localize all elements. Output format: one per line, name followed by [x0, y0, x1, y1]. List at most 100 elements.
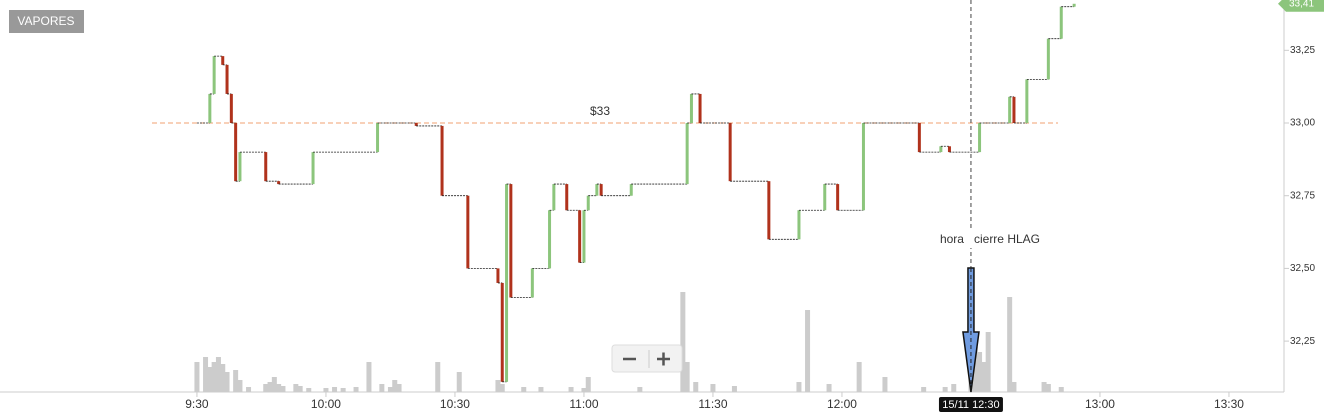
step-bar: [229, 93, 233, 124]
step-bar: [277, 181, 281, 185]
crosshair-label-bg: [938, 397, 1003, 412]
volume-bar: [207, 367, 213, 392]
volume-bar: [538, 387, 544, 392]
step-bar: [565, 184, 569, 211]
step-bar: [917, 123, 921, 153]
volume-bar: [585, 377, 591, 392]
step-bar: [496, 268, 500, 283]
volume-bar: [581, 388, 587, 392]
volume-bar: [921, 387, 927, 392]
step-bar: [767, 181, 771, 240]
step-bar: [376, 123, 380, 153]
x-tick-label: 13:00: [1085, 397, 1115, 411]
volume-bar: [972, 347, 978, 392]
step-bar: [1072, 3, 1076, 7]
x-tick-label: 9:30: [185, 397, 209, 411]
volume-bar: [233, 370, 239, 392]
volume-bar: [731, 386, 737, 392]
step-bar: [238, 152, 242, 182]
step-bar: [221, 56, 225, 65]
volume-bar: [271, 377, 277, 392]
volume-bar: [237, 380, 243, 392]
y-tick-label: 33,00: [1290, 118, 1315, 129]
volume-bar: [332, 387, 338, 392]
volume-bar: [1007, 297, 1013, 392]
volume-bar: [684, 362, 690, 392]
step-bar: [728, 123, 732, 182]
last-price-tag: [1278, 0, 1324, 12]
step-bar: [311, 152, 315, 185]
step-bar: [234, 123, 238, 182]
volume-bar: [1041, 382, 1047, 392]
last-price-label: 33,41: [1289, 0, 1314, 9]
step-bar: [264, 152, 268, 182]
volume-bar: [267, 382, 273, 392]
step-bar: [1008, 96, 1012, 124]
volume-bar: [379, 384, 385, 392]
step-bar: [586, 195, 590, 211]
step-bar: [500, 282, 504, 382]
crosshair-label: 15/11 12:30: [942, 399, 999, 411]
step-bar: [797, 210, 801, 240]
step-bar: [466, 195, 470, 269]
volume-bar: [340, 388, 346, 392]
step-bar: [440, 125, 444, 196]
step-bar: [861, 123, 865, 211]
step-bar: [212, 56, 216, 94]
zoom-bg: [611, 344, 683, 373]
volume-bar: [224, 372, 230, 392]
step-bar: [595, 184, 599, 196]
button-label[interactable]: VAPORES: [17, 14, 74, 28]
volume-bar: [1011, 382, 1017, 392]
x-tick-label: 11:30: [698, 397, 727, 411]
volume-bar: [499, 384, 505, 392]
step-bar: [599, 184, 603, 196]
step-bar: [505, 184, 509, 382]
step-bar: [1012, 96, 1016, 124]
annotation-bg: [935, 231, 1046, 248]
volume-bar: [977, 352, 983, 392]
x-tick-label: 10:30: [440, 397, 470, 411]
step-bar: [1046, 38, 1050, 80]
step-bar: [685, 123, 689, 185]
volume-bar: [637, 387, 643, 392]
volume-bar: [280, 386, 286, 392]
volume-bar: [985, 332, 991, 392]
step-bar: [836, 184, 840, 211]
step-bar: [548, 210, 552, 269]
step-bar: [225, 64, 229, 94]
volume-bar: [246, 387, 252, 392]
step-bar: [208, 93, 212, 124]
volume-bar: [981, 362, 987, 392]
volume-bar: [693, 382, 699, 392]
volume-bar: [263, 384, 269, 392]
button-bg[interactable]: [9, 10, 84, 33]
volume-bar: [826, 384, 832, 392]
volume-bar: [435, 362, 441, 392]
volume-bar: [366, 362, 372, 392]
volume-bar: [521, 387, 527, 392]
volume-bar: [942, 387, 948, 392]
volume-bar: [680, 292, 686, 392]
x-tick-label: 12:00: [827, 397, 857, 411]
volume-bar: [568, 387, 574, 392]
volume-bar: [276, 384, 282, 392]
volume-bar: [215, 357, 221, 392]
volume-bar: [220, 364, 226, 392]
y-tick-label: 32,50: [1290, 263, 1315, 274]
x-tick-label: 11:00: [569, 397, 598, 411]
volume-bar: [495, 380, 501, 392]
x-tick-label: 13:30: [1214, 397, 1244, 411]
step-bar: [698, 93, 702, 124]
volume-bar: [1045, 384, 1051, 392]
step-bar: [939, 146, 943, 153]
zoom-control: [611, 344, 683, 373]
step-bar: [530, 268, 534, 298]
volume-bar: [710, 384, 716, 392]
volume-bar: [951, 384, 957, 392]
step-bar: [823, 184, 827, 211]
volume-bar: [203, 357, 209, 392]
volume-bar: [1058, 387, 1064, 392]
volume-bar: [456, 372, 462, 392]
